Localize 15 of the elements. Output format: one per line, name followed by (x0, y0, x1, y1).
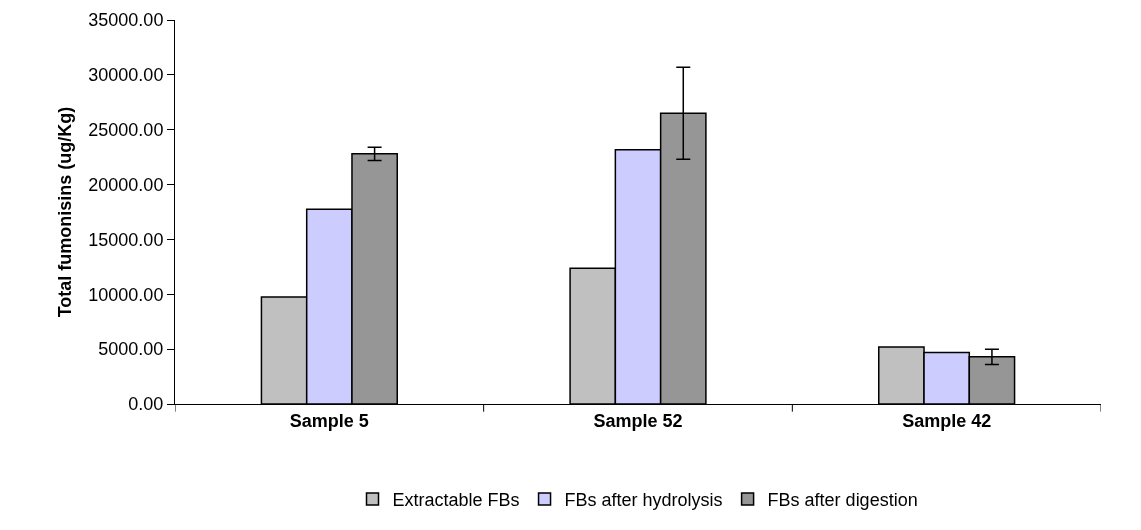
y-tick-label: 15000.00 (88, 229, 164, 250)
y-tick-label: 20000.00 (88, 174, 164, 195)
y-tick-label: 30000.00 (88, 65, 164, 86)
y-axis-title: Total fumonisins (ug/Kg) (54, 106, 75, 318)
legend-label: Extractable FBs (392, 490, 520, 511)
y-tick-label: 35000.00 (88, 10, 164, 31)
y-tick-label: 5000.00 (98, 339, 164, 360)
x-tick-label: Sample 52 (593, 410, 683, 431)
y-tick-label: 10000.00 (88, 284, 164, 305)
y-tick-label: 0.00 (128, 394, 164, 415)
legend-label: FBs after hydrolysis (564, 490, 723, 511)
x-tick-label: Sample 42 (902, 410, 992, 431)
x-tick-label: Sample 5 (289, 410, 369, 431)
y-tick-label: 25000.00 (88, 120, 164, 141)
legend-label: FBs after digestion (767, 490, 918, 511)
